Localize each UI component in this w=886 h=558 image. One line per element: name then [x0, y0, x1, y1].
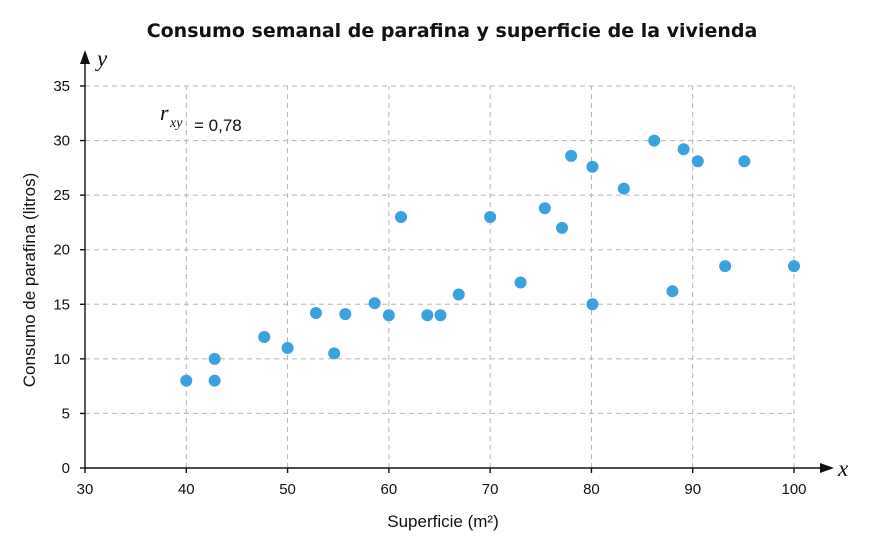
x-axis-arrow-icon — [820, 463, 834, 473]
data-point — [282, 342, 294, 354]
y-axis-label: Consumo de parafina (litros) — [20, 173, 39, 387]
y-tick-label: 30 — [53, 133, 70, 150]
data-point — [648, 135, 660, 147]
data-point — [586, 161, 598, 173]
data-point — [369, 297, 381, 309]
data-point — [310, 307, 322, 319]
data-point — [328, 347, 340, 359]
data-point — [180, 375, 192, 387]
data-point — [515, 276, 527, 288]
y-tick-label: 35 — [53, 78, 70, 95]
y-tick-label: 20 — [53, 242, 70, 259]
data-point — [421, 309, 433, 321]
data-point — [678, 143, 690, 155]
y-axis-arrow-icon — [80, 50, 90, 64]
x-tick-label: 90 — [684, 481, 701, 498]
data-point — [395, 211, 407, 223]
data-point — [435, 309, 447, 321]
data-point — [484, 211, 496, 223]
data-point — [556, 222, 568, 234]
correlation-subscript: xy — [169, 116, 183, 131]
axes — [80, 50, 834, 473]
x-tick-label: 60 — [381, 481, 398, 498]
data-point — [383, 309, 395, 321]
x-axis-label: Superficie (m²) — [387, 512, 498, 531]
data-point — [339, 308, 351, 320]
y-tick-label: 15 — [53, 296, 70, 313]
data-point — [453, 288, 465, 300]
chart-title: Consumo semanal de parafina y superficie… — [147, 20, 758, 42]
data-point — [719, 260, 731, 272]
x-tick-label: 50 — [279, 481, 296, 498]
x-tick-label: 100 — [781, 481, 806, 498]
data-point — [666, 285, 678, 297]
data-point — [618, 183, 630, 195]
y-axis-variable: y — [95, 46, 108, 71]
data-point — [738, 155, 750, 167]
y-tick-label: 10 — [53, 351, 70, 368]
data-point — [209, 375, 221, 387]
correlation-symbol: r — [160, 100, 169, 125]
data-point — [209, 353, 221, 365]
data-point — [539, 202, 551, 214]
correlation-annotation: r xy = 0,78 — [160, 100, 242, 135]
data-point — [586, 298, 598, 310]
y-tick-label: 0 — [62, 460, 70, 477]
y-tick-label: 5 — [62, 405, 70, 422]
correlation-value: = 0,78 — [194, 116, 242, 135]
x-tick-label: 80 — [583, 481, 600, 498]
grid — [85, 86, 794, 468]
y-tick-label: 25 — [53, 187, 70, 204]
x-tick-label: 40 — [178, 481, 195, 498]
x-tick-label: 30 — [77, 481, 94, 498]
x-axis-variable: x — [837, 456, 849, 481]
data-point — [692, 155, 704, 167]
data-point — [788, 260, 800, 272]
data-point — [565, 150, 577, 162]
x-tick-label: 70 — [482, 481, 499, 498]
data-point — [258, 331, 270, 343]
